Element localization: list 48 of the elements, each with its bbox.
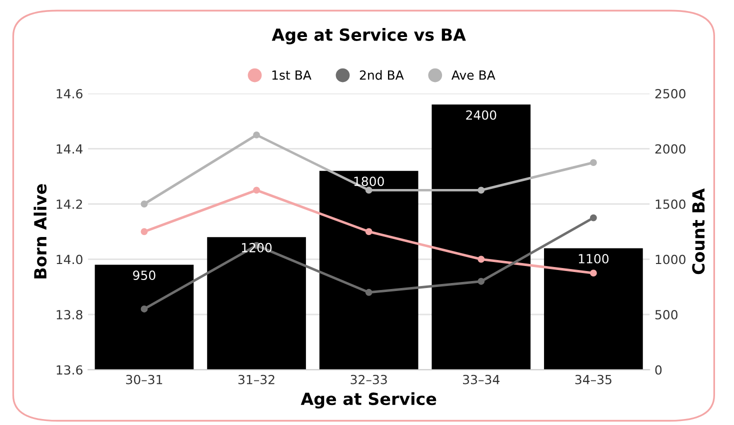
y2-tick-label: 500 [655,310,678,320]
y-tick-label: 14.6 [56,88,82,98]
y2-tick-label: 2000 [655,144,686,154]
x-tick-label: 32–33 [350,374,387,384]
point [478,278,485,285]
y2-axis-title: Count BA [692,188,705,274]
point [365,288,372,296]
point [140,306,148,312]
point [365,186,372,194]
x-tick-label: 30–31 [126,374,162,384]
y-tick-label: 14.0 [56,254,82,264]
data-label: 950 [133,270,156,280]
bar [544,248,643,370]
chart-title: Age at Service vs BA [272,28,466,44]
point [478,256,485,263]
x-tick-label: 34–35 [575,374,612,384]
point [478,186,485,194]
point [590,214,597,222]
bar [94,264,194,370]
data-label: 1200 [242,242,272,252]
y-tick-label: 14.4 [56,144,83,154]
point [365,228,372,236]
point [253,186,260,194]
legend-label: Ave BA [451,70,496,80]
x-axis-title: Age at Service [300,392,436,409]
point [140,200,148,208]
point [253,131,260,138]
data-label: 1100 [578,254,609,264]
x-tick-label: 33–34 [463,374,500,384]
legend-label: 1st BA [272,70,312,80]
bar [432,104,531,370]
x-tick-label: 31–32 [238,374,274,384]
point [590,270,597,277]
bar [207,237,306,370]
y2-tick-label: 0 [655,365,662,375]
y-tick-label: 13.6 [56,365,82,375]
data-label: 2400 [466,110,496,120]
data-label: 1800 [354,176,384,186]
y2-tick-label: 2500 [655,88,686,98]
y-tick-label: 14.2 [56,199,82,209]
bar [319,170,418,370]
y-axis-title: Born Alive [34,184,47,278]
y2-tick-label: 1000 [656,254,686,264]
y2-tick-label: 1500 [656,199,686,209]
y-tick-label: 13.8 [56,310,82,320]
point [590,159,597,166]
legend-label: 2nd BA [360,70,404,80]
point [140,228,148,236]
